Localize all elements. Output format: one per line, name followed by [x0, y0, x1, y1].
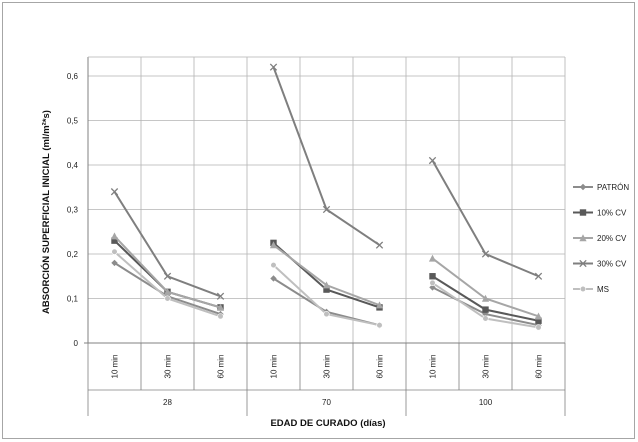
legend-label: 20% CV — [597, 234, 627, 243]
data-point — [270, 275, 277, 282]
legend-item: PATRÓN — [573, 183, 629, 192]
data-point — [375, 301, 384, 309]
series-30-cv — [110, 63, 543, 300]
x-category-label: 60 min — [535, 354, 544, 378]
data-point — [111, 259, 118, 267]
legend-item: 20% CV — [573, 234, 627, 243]
legend-marker — [579, 183, 587, 191]
legend-label: 30% CV — [597, 260, 627, 269]
series-line — [272, 242, 380, 309]
marker-stroke — [534, 272, 543, 280]
legend: PATRÓN 10% CV 20% CV 30% CV MS — [573, 183, 629, 294]
x-axis-categories: 10 min 30 min 60 min 10 min 30 min 60 min 10 m… — [111, 354, 544, 378]
series-lines — [110, 63, 543, 331]
series-20-cv — [110, 232, 543, 320]
x-category-label: 60 min — [217, 354, 226, 378]
marker-stroke — [269, 63, 278, 71]
y-tick-label: 0,2 — [67, 250, 79, 259]
x-axis-label: EDAD DE CURADO (días) — [270, 418, 385, 429]
series-line — [113, 251, 221, 318]
marker-stroke — [481, 250, 490, 258]
data-point — [429, 279, 436, 287]
data-point — [535, 317, 542, 324]
data-point — [482, 306, 489, 313]
data-point — [323, 310, 330, 318]
x-group-label: 28 — [163, 398, 172, 407]
marker-stroke — [579, 259, 587, 268]
y-axis-ticks: 0 0,1 0,2 0,3 0,4 0,5 0,6 — [67, 72, 79, 348]
legend-label: PATRÓN — [597, 183, 629, 192]
x-group-label: 70 — [322, 398, 331, 407]
x-group-label: 100 — [479, 398, 493, 407]
series-ms — [111, 248, 542, 331]
data-point — [428, 254, 437, 262]
data-point — [429, 284, 436, 291]
data-point — [216, 292, 225, 300]
data-point — [322, 205, 331, 214]
series-line — [113, 191, 221, 298]
y-tick-label: 0 — [74, 339, 79, 348]
marker-stroke — [216, 292, 225, 300]
y-tick-label: 0,6 — [67, 72, 79, 81]
data-point — [110, 188, 119, 196]
data-point — [216, 303, 225, 311]
data-point — [322, 281, 331, 289]
y-tick-label: 0,1 — [67, 295, 79, 304]
x-category-label: 30 min — [164, 354, 173, 378]
legend-marker — [579, 209, 587, 216]
marker-stroke — [110, 188, 119, 196]
gridlines — [88, 57, 565, 344]
data-point — [110, 232, 119, 240]
x-category-label: 10 min — [429, 354, 438, 378]
legend-marker — [579, 234, 587, 242]
data-point — [269, 63, 278, 71]
x-category-label: 30 min — [482, 354, 491, 378]
x-category-label: 30 min — [323, 354, 332, 378]
data-point — [111, 237, 118, 244]
marker-stroke — [163, 272, 172, 280]
legend-marker — [579, 259, 587, 268]
x-category-label: 60 min — [376, 354, 385, 378]
y-tick-label: 0,5 — [67, 117, 79, 126]
legend-marker — [579, 285, 587, 293]
x-category-label: 10 min — [111, 354, 120, 378]
data-point — [428, 156, 437, 165]
series-line — [272, 66, 381, 246]
data-point — [481, 250, 490, 258]
y-axis-label: ABSORCIÓN SUPERFICIAL INICIAL (ml/m²*s) — [40, 110, 52, 314]
x-category-label: 10 min — [270, 354, 279, 378]
data-point — [534, 272, 543, 280]
data-point — [269, 241, 278, 249]
data-point — [163, 272, 172, 280]
data-point — [375, 241, 384, 249]
legend-item: 30% CV — [573, 260, 627, 269]
data-point — [111, 248, 118, 255]
marker-stroke — [322, 205, 331, 214]
legend-item: MS — [573, 285, 609, 294]
marker-stroke — [375, 241, 384, 249]
data-point — [164, 295, 171, 302]
data-point — [481, 294, 490, 302]
data-point — [376, 322, 383, 329]
data-point — [482, 315, 489, 322]
legend-label: 10% CV — [597, 209, 627, 218]
marker-stroke — [428, 156, 437, 165]
data-point — [535, 324, 542, 331]
data-point — [429, 273, 436, 280]
data-point — [217, 313, 224, 320]
data-point — [270, 262, 277, 269]
data-point — [534, 312, 543, 320]
x-axis-groups: 28 70 100 — [163, 398, 493, 407]
axes — [84, 56, 566, 416]
y-tick-label: 0,4 — [67, 161, 79, 170]
legend-item: 10% CV — [573, 209, 627, 218]
series-line — [431, 160, 539, 278]
legend-label: MS — [597, 285, 609, 294]
data-point — [163, 288, 172, 296]
data-point — [323, 286, 330, 293]
y-tick-label: 0,3 — [67, 206, 79, 215]
